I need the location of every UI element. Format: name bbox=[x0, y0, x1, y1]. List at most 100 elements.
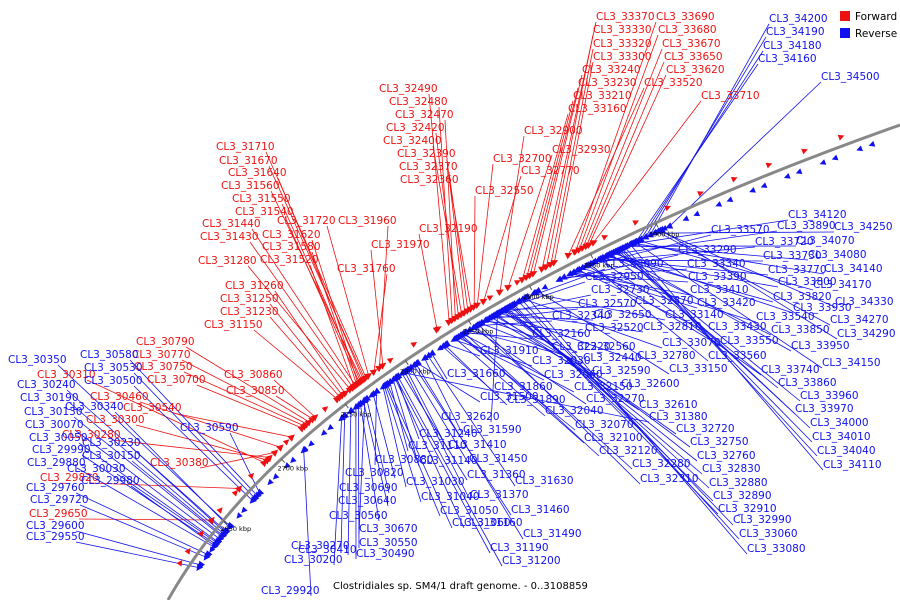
reverse-gene-label[interactable]: CL3_33550 bbox=[720, 335, 779, 347]
forward-gene-label[interactable]: CL3_31580 bbox=[262, 241, 321, 253]
reverse-gene-label[interactable]: CL3_32160 bbox=[532, 328, 591, 340]
reverse-gene-label[interactable]: CL3_32880 bbox=[709, 477, 768, 489]
reverse-gene-label[interactable]: CL3_32620 bbox=[441, 411, 500, 423]
reverse-gene-label[interactable]: CL3_34150 bbox=[822, 357, 881, 369]
reverse-gene-label[interactable]: CL3_34270 bbox=[830, 314, 889, 326]
reverse-gene-label[interactable]: CL3_34000 bbox=[810, 417, 869, 429]
reverse-gene-label[interactable]: CL3_33430 bbox=[708, 321, 767, 333]
forward-gene-label[interactable]: CL3_31520 bbox=[260, 254, 319, 266]
forward-gene-label[interactable]: CL3_30540 bbox=[123, 402, 182, 414]
reverse-gene-label[interactable]: CL3_30200 bbox=[284, 554, 343, 566]
forward-gene-label[interactable]: CL3_33670 bbox=[662, 38, 721, 50]
reverse-gene-label[interactable]: CL3_30690 bbox=[339, 482, 398, 494]
reverse-gene-label[interactable]: CL3_33560 bbox=[708, 350, 767, 362]
forward-gene-label[interactable]: CL3_31720 bbox=[277, 215, 336, 227]
reverse-gene-label[interactable]: CL3_29550 bbox=[26, 531, 85, 543]
forward-gene-label[interactable]: CL3_31440 bbox=[202, 218, 261, 230]
reverse-gene-label[interactable]: CL3_33950 bbox=[791, 340, 850, 352]
forward-gene-label[interactable]: CL3_33300 bbox=[593, 51, 652, 63]
reverse-gene-label[interactable]: CL3_31890 bbox=[507, 394, 566, 406]
forward-gene-label[interactable]: CL3_33520 bbox=[644, 77, 703, 89]
reverse-gene-label[interactable]: CL3_32830 bbox=[702, 463, 761, 475]
forward-gene-label[interactable]: CL3_31150 bbox=[204, 319, 263, 331]
reverse-gene-label[interactable]: CL3_32650 bbox=[593, 309, 652, 321]
reverse-gene-label[interactable]: CL3_32950 bbox=[585, 271, 644, 283]
forward-gene-label[interactable]: CL3_31560 bbox=[221, 180, 280, 192]
forward-gene-label[interactable]: CL3_32420 bbox=[386, 122, 445, 134]
reverse-gene-label[interactable]: CL3_31370 bbox=[470, 489, 529, 501]
reverse-gene-label[interactable]: CL3_31460 bbox=[511, 504, 570, 516]
reverse-gene-label[interactable]: CL3_32560 bbox=[577, 341, 636, 353]
reverse-gene-label[interactable]: CL3_33720 bbox=[755, 236, 814, 248]
forward-gene-label[interactable]: CL3_30790 bbox=[136, 336, 195, 348]
reverse-gene-label[interactable]: CL3_32310 bbox=[640, 473, 699, 485]
forward-gene-label[interactable]: CL3_33210 bbox=[573, 90, 632, 102]
forward-gene-label[interactable]: CL3_31620 bbox=[262, 229, 321, 241]
forward-gene-label[interactable]: CL3_33320 bbox=[593, 38, 652, 50]
reverse-gene-label[interactable]: CL3_32040 bbox=[545, 405, 604, 417]
reverse-gene-label[interactable]: CL3_30070 bbox=[25, 419, 84, 431]
reverse-gene-label[interactable]: CL3_30410 bbox=[298, 544, 357, 556]
forward-gene-label[interactable]: CL3_30460 bbox=[90, 391, 149, 403]
reverse-gene-label[interactable]: CL3_31060 bbox=[452, 517, 511, 529]
forward-gene-label[interactable]: CL3_29650 bbox=[29, 508, 88, 520]
reverse-gene-label[interactable]: CL3_30490 bbox=[356, 548, 415, 560]
reverse-gene-label[interactable]: CL3_29920 bbox=[261, 585, 320, 597]
forward-gene-label[interactable]: CL3_31760 bbox=[337, 263, 396, 275]
reverse-gene-label[interactable]: CL3_33410 bbox=[690, 284, 749, 296]
reverse-gene-label[interactable]: CL3_32120 bbox=[599, 445, 658, 457]
forward-gene-label[interactable]: CL3_31970 bbox=[371, 239, 430, 251]
reverse-gene-label[interactable]: CL3_33060 bbox=[739, 528, 798, 540]
reverse-gene-label[interactable]: CL3_30130 bbox=[24, 406, 83, 418]
reverse-gene-label[interactable]: CL3_30670 bbox=[359, 523, 418, 535]
reverse-gene-label[interactable]: CL3_33140 bbox=[665, 309, 724, 321]
forward-gene-label[interactable]: CL3_32370 bbox=[399, 161, 458, 173]
reverse-gene-label[interactable]: CL3_31590 bbox=[463, 424, 522, 436]
reverse-gene-label[interactable]: CL3_29990 bbox=[32, 444, 91, 456]
forward-gene-label[interactable]: CL3_33160 bbox=[568, 103, 627, 115]
forward-gene-label[interactable]: CL3_32550 bbox=[475, 185, 534, 197]
reverse-gene-label[interactable]: CL3_32720 bbox=[676, 423, 735, 435]
reverse-gene-label[interactable]: CL3_31380 bbox=[649, 411, 708, 423]
reverse-gene-label[interactable]: CL3_32570 bbox=[578, 298, 637, 310]
forward-gene-label[interactable]: CL3_31230 bbox=[220, 306, 279, 318]
reverse-gene-label[interactable]: CL3_32150 bbox=[574, 381, 633, 393]
reverse-gene-label[interactable]: CL3_34140 bbox=[824, 263, 883, 275]
reverse-gene-label[interactable]: CL3_34160 bbox=[758, 53, 817, 65]
forward-gene-label[interactable]: CL3_31250 bbox=[220, 293, 279, 305]
forward-gene-label[interactable]: CL3_30280 bbox=[62, 429, 121, 441]
forward-gene-label[interactable]: CL3_31540 bbox=[235, 206, 294, 218]
reverse-gene-label[interactable]: CL3_31200 bbox=[502, 555, 561, 567]
forward-gene-label[interactable]: CL3_30300 bbox=[86, 414, 145, 426]
reverse-gene-label[interactable]: CL3_33740 bbox=[761, 364, 820, 376]
forward-gene-label[interactable]: CL3_33710 bbox=[701, 90, 760, 102]
reverse-gene-label[interactable]: CL3_32100 bbox=[584, 432, 643, 444]
reverse-gene-label[interactable]: CL3_32610 bbox=[639, 399, 698, 411]
reverse-gene-label[interactable]: CL3_31050 bbox=[440, 505, 499, 517]
reverse-gene-label[interactable]: CL3_29720 bbox=[30, 494, 89, 506]
reverse-gene-label[interactable]: CL3_34180 bbox=[763, 40, 822, 52]
reverse-gene-label[interactable]: CL3_31030 bbox=[406, 476, 465, 488]
forward-gene-label[interactable]: CL3_31670 bbox=[219, 155, 278, 167]
reverse-gene-label[interactable]: CL3_31160 bbox=[464, 517, 523, 529]
reverse-gene-label[interactable]: CL3_31630 bbox=[515, 475, 574, 487]
reverse-gene-label[interactable]: CL3_31140 bbox=[419, 455, 478, 467]
reverse-gene-label[interactable]: CL3_29980 bbox=[81, 475, 140, 487]
reverse-gene-label[interactable]: CL3_31190 bbox=[490, 542, 549, 554]
reverse-gene-label[interactable]: CL3_30820 bbox=[345, 467, 404, 479]
forward-gene-label[interactable]: CL3_31550 bbox=[232, 193, 291, 205]
forward-gene-label[interactable]: CL3_32700 bbox=[493, 153, 552, 165]
reverse-gene-label[interactable]: CL3_34080 bbox=[808, 249, 867, 261]
forward-gene-label[interactable]: CL3_30750 bbox=[134, 361, 193, 373]
forward-gene-label[interactable]: CL3_32400 bbox=[383, 135, 442, 147]
reverse-gene-label[interactable]: CL3_30190 bbox=[20, 392, 79, 404]
reverse-gene-label[interactable]: CL3_32810 bbox=[643, 321, 702, 333]
reverse-gene-label[interactable]: CL3_33960 bbox=[800, 390, 859, 402]
forward-gene-label[interactable]: CL3_30380 bbox=[150, 457, 209, 469]
reverse-gene-label[interactable]: CL3_30150 bbox=[82, 450, 141, 462]
reverse-gene-label[interactable]: CL3_34040 bbox=[817, 445, 876, 457]
forward-gene-label[interactable]: CL3_32490 bbox=[379, 83, 438, 95]
reverse-gene-label[interactable]: CL3_34010 bbox=[812, 431, 871, 443]
reverse-gene-label[interactable]: CL3_32760 bbox=[697, 450, 756, 462]
reverse-gene-label[interactable]: CL3_32060 bbox=[544, 369, 603, 381]
